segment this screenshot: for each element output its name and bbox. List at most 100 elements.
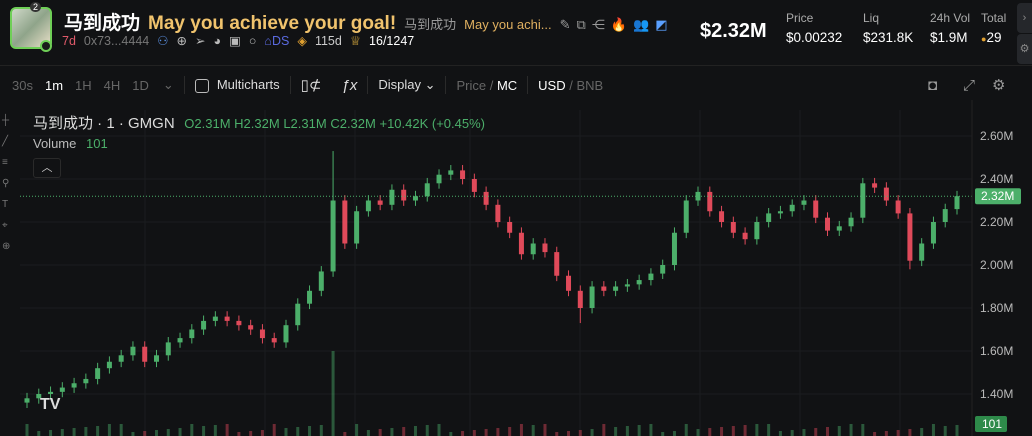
candle-body [554,252,560,276]
node-tool-icon[interactable]: ⚲ [2,178,10,189]
candle-body [295,303,301,326]
ds-link[interactable]: ⌂DS [264,33,290,48]
volume-bar [449,432,453,436]
volume-bar [602,424,606,436]
candle-body [530,243,536,255]
interval-30s[interactable]: 30s [12,77,33,93]
multicharts-toggle[interactable]: Multicharts [194,77,280,93]
candle-body [365,200,371,212]
liq-label: Liq [863,11,880,25]
candle-body [742,232,748,240]
volume-bar [708,428,712,436]
candle-body [130,346,136,356]
interval-1m[interactable]: 1m [44,77,64,93]
fib-tool-icon[interactable]: ≡ [2,157,8,168]
candle-body [636,280,642,285]
text-tool-icon[interactable]: T [2,199,9,210]
volume-bar [437,424,441,436]
token-days: 115d [314,33,342,48]
volume-bar [519,424,523,436]
line-tool-icon[interactable]: ╱ [2,136,9,147]
interval-4h[interactable]: 4H [103,77,121,93]
indicators-icon[interactable]: ƒx [341,76,358,94]
camera-icon[interactable]: ◘ [928,76,938,94]
last-volume-label: 101 [982,417,1002,431]
chart-logo-icon[interactable]: ◕ [213,33,221,48]
settings-icon[interactable]: ⚙ [992,77,1006,94]
candle-body [589,286,595,308]
volume-bar [720,427,724,436]
volume-bar [543,424,547,436]
tag-icon[interactable]: ◩ [655,17,668,32]
search-icon[interactable]: ○ [248,33,257,48]
volume-bar [578,430,582,436]
last-volume-tag [975,416,1007,432]
volume-bar [461,431,465,436]
candle-body [83,378,89,384]
fullscreen-icon[interactable]: ⤢ [963,76,976,94]
volume-bar [84,427,88,436]
volume-bar [107,424,111,436]
volume-label: Volume [33,136,77,151]
candle-body [471,179,477,192]
candle-body [730,222,736,233]
telegram-icon[interactable]: ➢ [194,34,206,48]
volume-bar [496,428,500,436]
holders-icon[interactable]: ⚇ [157,34,169,48]
flame-icon[interactable]: 🔥 [610,17,627,32]
candle-body [954,196,960,210]
candle-body [624,284,630,287]
volume-bar [637,425,641,436]
y-tick-label: 2.00M [980,258,1013,272]
currency-toggle[interactable]: USD / BNB [538,77,604,93]
candle-body [907,213,913,261]
globe-icon[interactable]: ⊕ [176,34,187,48]
candle-body [601,286,607,291]
volume-bar [873,432,877,436]
candle-type-icon[interactable]: ▯⊄ [300,77,322,94]
price-mc-toggle[interactable]: Price / MC [456,77,518,93]
candle-body [801,200,807,205]
candlestick-chart[interactable]: 2.60M 2.40M 2.20M 2.00M 1.80M 1.60M 1.40M 2.32M… [0,100,1032,436]
panel-settings-button[interactable]: ⚙ [1017,34,1032,64]
market-cap: $2.32M [700,20,767,42]
candle-body [271,338,277,343]
share-icon[interactable]: ⋲ [591,17,605,32]
interval-1h[interactable]: 1H [75,77,92,93]
candle-body [707,191,713,212]
interval-1d[interactable]: 1D [132,77,149,93]
chevron-down-icon[interactable]: ⌄ [162,77,174,92]
volume-bar [696,429,700,436]
edit-icon[interactable]: ✎ [559,17,571,32]
post-icon[interactable]: ▣ [229,34,241,48]
volume-bar [131,432,135,436]
display-dropdown[interactable]: Display ⌄ [378,77,436,92]
candle-body [401,189,407,201]
volume-bar [920,428,924,436]
crosshair-icon[interactable]: ┼ [2,115,10,126]
status-dot [40,40,52,52]
volume-bar [778,431,782,436]
collapse-button[interactable]: ︿ [33,158,61,178]
candle-body [201,320,207,330]
volume-bar [366,430,370,436]
users-icon[interactable]: 👥 [633,17,650,32]
volume-bar [308,426,312,436]
zoom-tool-icon[interactable]: ⊕ [2,241,11,252]
checkbox[interactable] [194,78,209,93]
volume-bar [331,351,335,436]
volume-bar [943,426,947,436]
copy-icon[interactable]: ⧉ [576,17,586,32]
candle-body [754,222,760,240]
measure-tool-icon[interactable]: ⌖ [2,220,8,231]
volume-bar [143,431,147,436]
token-address[interactable]: 0x73...4444 [83,33,150,48]
y-tick-label: 2.60M [980,129,1013,143]
candle-body [412,196,418,201]
expand-panel-button[interactable]: › [1017,3,1032,33]
crown-icon: ♕ [349,34,362,48]
volume-bar [731,426,735,436]
volume-bar [814,428,818,436]
volume-bar [390,428,394,436]
legend-title: 马到成功 · 1 · GMGN [33,115,175,132]
